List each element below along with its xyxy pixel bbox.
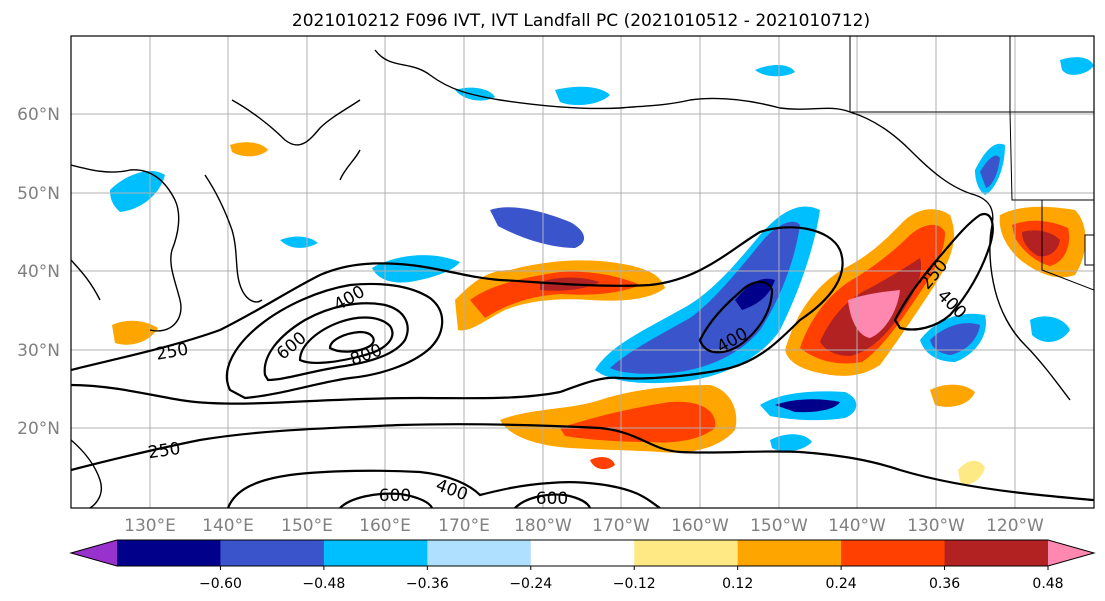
lon-label: 180°W <box>514 516 572 536</box>
contour-label: 250 <box>147 439 182 463</box>
colorbar-tick-label: 0.48 <box>1032 576 1063 592</box>
contour-250-north <box>71 226 844 405</box>
contour-800-west <box>298 316 394 365</box>
lon-label: 150°E <box>281 516 333 536</box>
colorbar-tick-label: −0.12 <box>613 576 656 592</box>
colorbar-tick-label: −0.24 <box>509 576 552 592</box>
longitude-labels: 130°E 140°E 150°E 160°E 170°E 180°W 170°… <box>124 516 1044 536</box>
colorbar-tick-label: 0.24 <box>826 576 857 592</box>
lon-label: 170°W <box>592 516 650 536</box>
lat-label: 20°N <box>17 419 60 439</box>
colorbar-segment <box>427 540 532 566</box>
lat-label: 50°N <box>17 184 60 204</box>
lon-label: 140°W <box>828 516 886 536</box>
lon-label: 170°E <box>438 516 490 536</box>
lon-label: 140°E <box>202 516 254 536</box>
colorbar-segment <box>117 540 221 566</box>
contour-600-south <box>339 492 434 508</box>
latitude-labels: 60°N 50°N 40°N 30°N 20°N <box>17 105 60 439</box>
ivt-contours <box>71 212 1094 508</box>
contour-600-west <box>263 302 409 382</box>
colorbar-tick-label: −0.60 <box>199 576 242 592</box>
lon-label: 150°W <box>750 516 808 536</box>
lon-label: 130°W <box>907 516 965 536</box>
colorbar-segment <box>841 540 946 566</box>
colorbar: −0.60 −0.48 −0.36 −0.24 −0.12 0.12 0.24 0.36 0.4… <box>69 539 1096 592</box>
colorbar-tick-label: −0.36 <box>406 576 449 592</box>
colorbar-outline <box>69 539 1096 567</box>
map-title: 2021010212 F096 IVT, IVT Landfall PC (20… <box>292 11 870 31</box>
lon-label: 120°W <box>986 516 1044 536</box>
lat-label: 60°N <box>17 105 60 125</box>
colorbar-extend-min <box>71 540 117 566</box>
contour-400-east <box>698 280 774 354</box>
colorbar-segment <box>220 540 325 566</box>
contour-400-west <box>225 282 444 400</box>
map-area: 400 600 800 250 250 400 600 600 400 250 … <box>71 36 1094 509</box>
lon-label: 160°E <box>359 516 411 536</box>
contour-400-south <box>226 469 661 508</box>
lat-label: 30°N <box>17 341 60 361</box>
coastlines <box>71 49 1071 508</box>
contour-core <box>328 330 375 353</box>
colorbar-tick-label: 0.36 <box>929 576 960 592</box>
borders <box>849 36 1094 291</box>
lat-label: 40°N <box>17 262 60 282</box>
colorbar-extend-max <box>1048 540 1094 566</box>
contour-label: 600 <box>536 489 568 509</box>
contour-label: 600 <box>379 486 411 506</box>
colorbar-segment <box>737 540 842 566</box>
contour-250-south <box>71 423 1094 502</box>
colorbar-segment <box>634 540 739 566</box>
colorbar-segment <box>944 540 1049 566</box>
contour-250-coast <box>893 212 994 331</box>
lon-label: 130°E <box>124 516 176 536</box>
lon-label: 160°W <box>671 516 729 536</box>
colorbar-segment <box>530 540 635 566</box>
colorbar-tick-label: −0.48 <box>302 576 345 592</box>
colorbar-segment <box>323 540 428 566</box>
colorbar-tick-label: 0.12 <box>722 576 753 592</box>
map-frame <box>70 35 1095 509</box>
